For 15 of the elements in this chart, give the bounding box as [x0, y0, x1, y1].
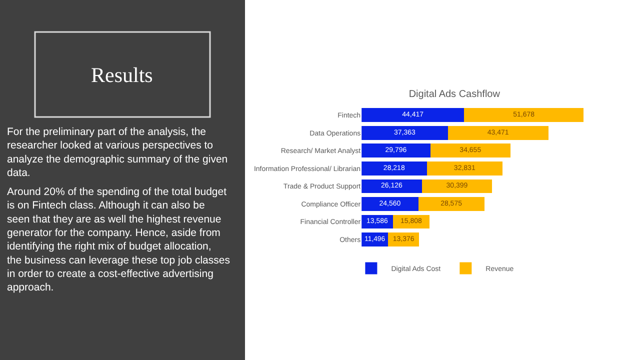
chart-title: Digital Ads Cashflow [408, 89, 501, 100]
bar [426, 161, 503, 176]
bar [422, 179, 492, 194]
text: Around 20% of the spending of the total budget is on Fintech class. Although it can also be seen that they are as well the highest revenue generator for the company. Hence, aside from identifying the right mix of budget allocation, the business can leverage these top job classes in order to create a cost-effective advertising approach. [7, 186, 230, 294]
bar [448, 126, 548, 140]
bar [418, 197, 484, 211]
bar [362, 161, 427, 176]
bar [430, 144, 510, 158]
bar [362, 108, 464, 122]
bar [362, 126, 448, 140]
bar [362, 144, 430, 158]
bar [464, 108, 584, 122]
text: Results [91, 63, 153, 87]
text: For the preliminary part of the analysis, the researcher looked at various perspectives to analyze the demographic summary of the given data. [7, 126, 228, 179]
bar [362, 197, 418, 211]
